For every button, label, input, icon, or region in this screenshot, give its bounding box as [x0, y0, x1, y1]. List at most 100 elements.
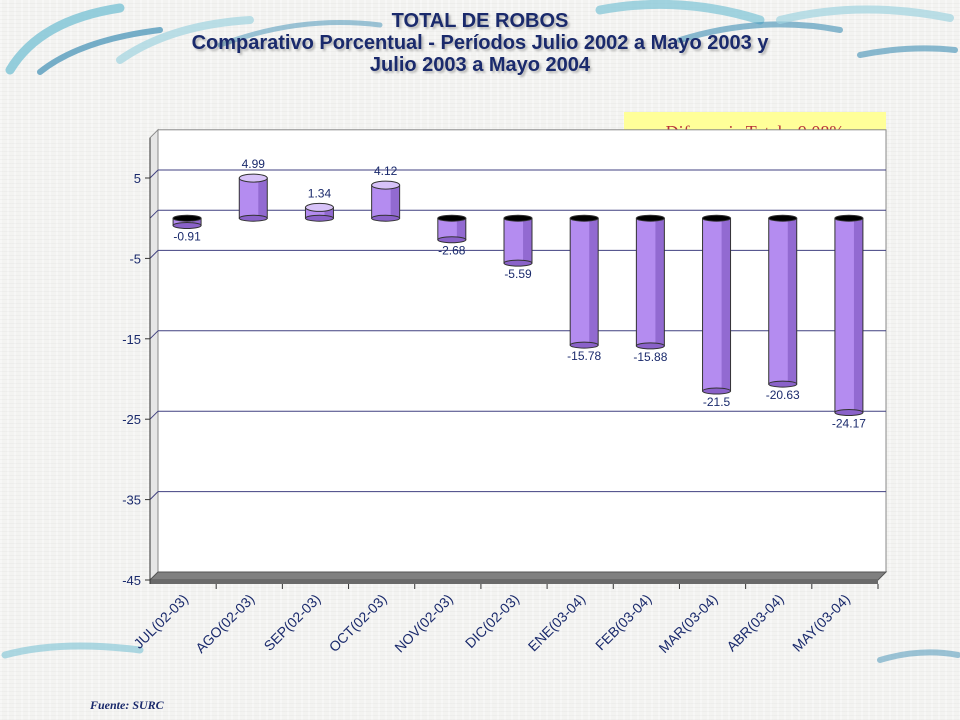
title-main: TOTAL DE ROBOS: [391, 10, 569, 32]
bar-shade: [655, 218, 665, 346]
x-tick-label: JUL(02-03): [130, 591, 191, 652]
wave-stroke: [877, 649, 960, 663]
plot-side-wall: [149, 128, 159, 582]
bar-cap: [834, 214, 864, 222]
data-label: -0.91: [173, 230, 201, 244]
wave-stroke: [857, 45, 958, 58]
wave-stroke: [677, 21, 843, 43]
x-tick-label: OCT(02-03): [326, 591, 390, 655]
gridline-side: [149, 209, 159, 219]
bar-cap: [503, 214, 533, 222]
x-tick-label: NOV(02-03): [391, 591, 456, 656]
bar-base: [371, 214, 401, 222]
bar-cap: [635, 214, 665, 222]
data-label: -24.17: [832, 417, 866, 431]
bar: [238, 173, 268, 222]
bar-base: [569, 341, 599, 349]
bar-cap: [569, 214, 599, 222]
bar-base: [702, 387, 732, 395]
y-tick-label: -45: [122, 573, 141, 588]
bar: [569, 214, 599, 349]
title-subtitle-line2: Julio 2003 a Mayo 2004: [369, 54, 591, 76]
bar: [371, 180, 401, 222]
bar-shade: [258, 178, 268, 219]
bar-shade: [853, 218, 863, 413]
data-label: -5.59: [504, 267, 532, 281]
bar-shade: [192, 218, 202, 226]
bar-base: [304, 214, 334, 222]
wave-stroke: [5, 3, 125, 75]
bar-body: [305, 207, 334, 219]
data-label: -2.68: [438, 244, 466, 258]
y-tick-label: 5: [134, 171, 141, 186]
data-label: -20.63: [766, 388, 800, 402]
plot-floor: [148, 571, 888, 581]
wave-stroke: [1, 642, 144, 659]
data-label: 1.34: [308, 186, 332, 200]
bar-base: [768, 380, 798, 388]
bar-shade: [324, 207, 334, 219]
bar: [304, 202, 334, 222]
plot-floor-edge: [150, 580, 878, 584]
data-label: -15.78: [567, 349, 601, 363]
bar-body: [173, 218, 202, 226]
y-tick-label: -5: [129, 251, 141, 266]
y-tick-label: -35: [122, 493, 141, 508]
bar: [768, 214, 798, 388]
bar-cap: [437, 214, 467, 222]
x-tick-label: ENE(03-04): [525, 591, 589, 655]
bar-shade: [787, 218, 797, 385]
gridline-side: [149, 169, 159, 179]
wave-stroke: [116, 16, 254, 64]
source-note: Fuente: SURC: [90, 698, 164, 712]
bar: [834, 214, 864, 417]
bar-shade: [589, 218, 599, 346]
y-tick-label: -25: [122, 412, 141, 427]
bar-shade: [523, 218, 532, 264]
gridline-side: [149, 491, 159, 500]
data-label: -15.88: [633, 350, 667, 364]
bar: [172, 214, 202, 230]
x-tick-label: DIC(02-03): [462, 591, 522, 651]
data-label: 4.12: [374, 164, 398, 178]
y-tick-label: -15: [122, 332, 141, 347]
bar: [503, 214, 533, 267]
bar-cap: [371, 180, 401, 190]
slide-title: TOTAL DE ROBOS Comparativo Porcentual - …: [0, 10, 960, 76]
data-label: 4.99: [242, 157, 266, 171]
data-label: -21.5: [703, 395, 731, 409]
bar-shade: [390, 185, 400, 219]
wave-stroke: [37, 27, 163, 75]
bar-cap: [768, 214, 798, 222]
bar-shade: [456, 218, 466, 240]
bar-shade: [721, 218, 731, 392]
bar: [437, 214, 467, 244]
bar: [635, 214, 665, 350]
x-tick-label: ABR(03-04): [723, 591, 787, 655]
bar-base: [172, 222, 202, 230]
gridline-side: [149, 250, 159, 259]
gridline-side: [149, 330, 159, 340]
x-tick-label: FEB(03-04): [592, 591, 654, 653]
bar-cap: [238, 173, 268, 183]
wave-stroke: [776, 5, 954, 24]
title-subtitle-line1: Comparativo Porcentual - Períodos Julio …: [191, 32, 769, 54]
bar-base: [238, 214, 268, 222]
bar-cap: [172, 214, 202, 222]
wave-stroke: [217, 20, 383, 48]
x-tick-label: AGO(02-03): [192, 591, 257, 656]
x-tick-label: MAR(03-04): [655, 591, 720, 656]
bar: [702, 214, 732, 395]
x-tick-label: MAY(03-04): [789, 591, 853, 655]
bar-base: [635, 342, 665, 350]
gridline-side: [149, 410, 159, 420]
bar-base: [437, 236, 467, 244]
bar-base: [834, 409, 864, 417]
bar-cap: [702, 214, 732, 222]
x-tick-label: SEP(02-03): [261, 591, 324, 654]
bar-base: [503, 259, 533, 267]
bar-cap: [304, 202, 334, 212]
wave-stroke: [595, 0, 765, 25]
